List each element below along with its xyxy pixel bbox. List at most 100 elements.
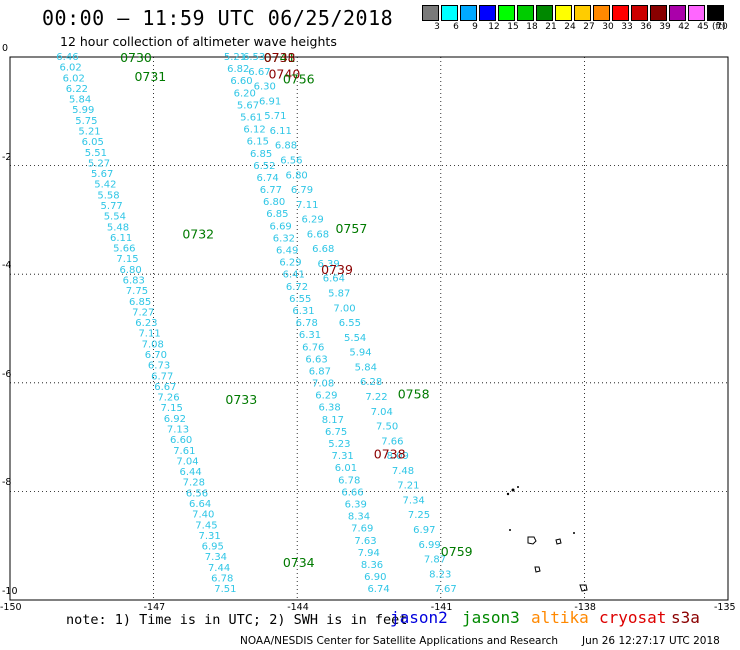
lon-tick-label: -138 bbox=[574, 602, 596, 613]
satellite-s3a: s3a bbox=[671, 608, 700, 627]
time-labels: 0730073107320733073407410738074007560757… bbox=[120, 50, 473, 570]
swh-value: 5.58 bbox=[97, 190, 119, 201]
swh-value: 6.29 bbox=[315, 391, 337, 402]
swh-value: 6.97 bbox=[413, 525, 435, 536]
swh-value: 7.27 bbox=[132, 307, 154, 318]
legend-label: 36 bbox=[640, 22, 652, 32]
swh-value: 5.66 bbox=[113, 244, 135, 255]
swh-value: 5.84 bbox=[69, 95, 91, 106]
swh-value: 7.34 bbox=[205, 552, 227, 563]
swh-value: 6.74 bbox=[256, 173, 278, 184]
swh-value: 6.87 bbox=[309, 366, 331, 377]
swh-value: 5.87 bbox=[328, 289, 350, 300]
lat-tick-label: -6 bbox=[2, 368, 12, 380]
legend-swatch bbox=[612, 5, 629, 21]
swh-value: 6.32 bbox=[273, 233, 295, 244]
swh-value: 6.92 bbox=[164, 414, 186, 425]
legend-swatch bbox=[707, 5, 724, 21]
satellite-jason2: jason2 bbox=[390, 608, 448, 627]
swh-value: 6.88 bbox=[275, 141, 297, 152]
swh-value: 7.00 bbox=[333, 303, 355, 314]
legend-swatch bbox=[460, 5, 477, 21]
legend-swatch bbox=[593, 5, 610, 21]
time-label: 0741 bbox=[264, 50, 296, 65]
satellite-cryosat: cryosat bbox=[599, 608, 667, 627]
credit-line: NOAA/NESDIS Center for Satellite Applica… bbox=[240, 635, 558, 647]
lat-tick-label: -4 bbox=[2, 260, 12, 272]
lon-tick-label: -135 bbox=[714, 602, 736, 613]
swh-value: 7.04 bbox=[371, 407, 393, 418]
swh-value: 6.99 bbox=[418, 540, 440, 551]
swh-value: 6.85 bbox=[129, 297, 151, 308]
time-label: 0759 bbox=[441, 544, 473, 559]
swh-value: 6.91 bbox=[259, 96, 281, 107]
legend-label: 39 bbox=[659, 22, 671, 32]
swh-value: 7.15 bbox=[116, 254, 138, 265]
swh-value: 5.77 bbox=[101, 201, 123, 212]
swh-value: 6.73 bbox=[148, 361, 170, 372]
swh-value: 5.84 bbox=[355, 362, 377, 373]
legend-swatch bbox=[574, 5, 591, 21]
swh-value: 6.79 bbox=[291, 185, 313, 196]
swh-value: 6.11 bbox=[270, 126, 292, 137]
swh-value: 7.94 bbox=[358, 548, 380, 559]
swh-value: 8.17 bbox=[322, 415, 344, 426]
swh-value: 6.75 bbox=[325, 427, 347, 438]
swh-value: 6.28 bbox=[360, 377, 382, 388]
swh-value: 6.23 bbox=[135, 318, 157, 329]
island bbox=[511, 488, 515, 492]
legend-label: 3 bbox=[434, 22, 440, 32]
island bbox=[534, 566, 541, 573]
swh-value: 6.67 bbox=[154, 382, 176, 393]
swh-value: 6.53 bbox=[243, 52, 265, 63]
swh-value: 7.15 bbox=[161, 403, 183, 414]
legend-swatch bbox=[555, 5, 572, 21]
time-label: 0756 bbox=[283, 72, 315, 87]
swh-value: 7.87 bbox=[424, 555, 446, 566]
swh-value: 5.21 bbox=[78, 126, 100, 137]
graticule bbox=[10, 56, 728, 600]
swh-value: 5.61 bbox=[240, 112, 262, 123]
swh-value: 6.02 bbox=[63, 73, 85, 84]
time-label: 0738 bbox=[264, 50, 296, 65]
legend-label: 70 bbox=[716, 22, 728, 32]
swh-value: 5.51 bbox=[85, 148, 107, 159]
swh-value: 6.68 bbox=[312, 244, 334, 255]
swh-value: 6.85 bbox=[250, 149, 272, 160]
legend-swatch bbox=[688, 5, 705, 21]
swh-value: 8.34 bbox=[348, 512, 370, 523]
legend-label: 42 bbox=[678, 22, 690, 32]
swh-value: 6.44 bbox=[180, 467, 202, 478]
swh-value: 6.76 bbox=[302, 342, 324, 353]
lat-tick-label: 0 bbox=[2, 43, 9, 54]
swh-value: 6.11 bbox=[110, 233, 132, 244]
time-label: 0738 bbox=[374, 446, 406, 461]
swh-value: 6.72 bbox=[286, 282, 308, 293]
legend-swatch bbox=[631, 5, 648, 21]
legend-label: 15 bbox=[507, 22, 519, 32]
swh-value: 6.69 bbox=[270, 221, 292, 232]
swh-value: 6.56 bbox=[280, 155, 302, 166]
legend-swatch bbox=[517, 5, 534, 21]
time-label: 0730 bbox=[120, 50, 152, 65]
generated-timestamp: Jun 26 12:27:17 UTC 2018 bbox=[582, 635, 720, 647]
swh-value: 6.46 bbox=[56, 52, 78, 63]
swh-value: 5.99 bbox=[72, 105, 94, 116]
swh-value: 6.38 bbox=[318, 403, 340, 414]
swh-value: 6.64 bbox=[189, 499, 211, 510]
swh-value: 7.11 bbox=[138, 329, 160, 340]
legend-label: 24 bbox=[564, 22, 576, 32]
legend-swatch bbox=[536, 5, 553, 21]
legend-swatch bbox=[422, 5, 439, 21]
swh-value: 7.34 bbox=[403, 495, 425, 506]
island bbox=[509, 529, 511, 531]
time-label: 0758 bbox=[398, 387, 430, 402]
time-label: 0734 bbox=[283, 555, 315, 570]
swh-value: 5.94 bbox=[349, 348, 371, 359]
time-label: 0733 bbox=[225, 392, 257, 407]
time-label: 0739 bbox=[321, 262, 353, 277]
swh-value: 7.61 bbox=[173, 446, 195, 457]
swh-value: 6.55 bbox=[339, 318, 361, 329]
swh-value: 6.12 bbox=[243, 125, 265, 136]
island bbox=[527, 536, 537, 545]
